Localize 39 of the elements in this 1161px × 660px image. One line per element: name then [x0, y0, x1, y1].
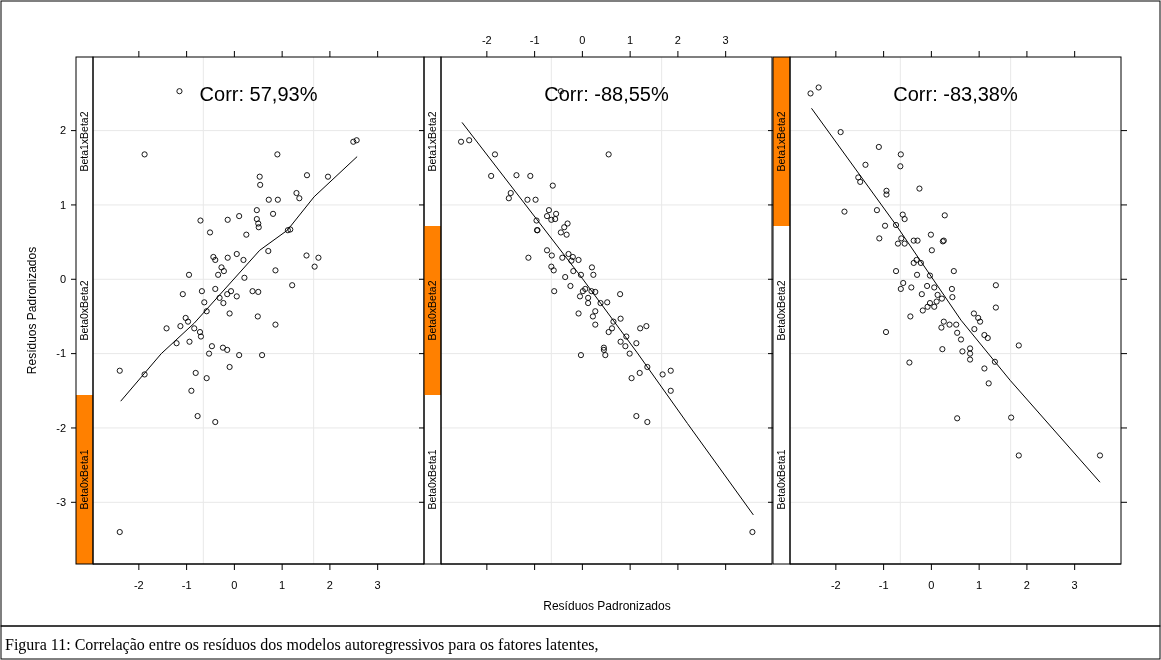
x-tick-label: 2 [326, 579, 333, 591]
x-tick-label: -2 [830, 579, 841, 591]
x-tick-label: -1 [181, 579, 192, 591]
x-tick-label: 0 [231, 579, 238, 591]
y-tick-label: -1 [56, 347, 66, 360]
x-axis-title: Resíduos Padronizados [543, 599, 671, 613]
text: Beta0xBeta1 [426, 449, 439, 510]
y-tick-label: 0 [59, 273, 66, 286]
text: Beta0xBeta1 [775, 449, 788, 510]
y-tick-label: -3 [56, 496, 66, 509]
x-tick-label: 3 [1071, 579, 1078, 591]
text: Beta1xBeta2 [775, 111, 788, 172]
text: Corr: -83,38% [893, 83, 1018, 105]
text: Beta0xBeta1 [78, 449, 91, 510]
x-tick-label: 0 [928, 579, 935, 591]
x-tick-label: 1 [279, 579, 286, 591]
x-tick-label: -1 [878, 579, 889, 591]
y-tick-label: 2 [59, 124, 66, 137]
text: Beta0xBeta2 [426, 280, 439, 341]
text: Beta1xBeta2 [78, 111, 91, 172]
text: Corr: -88,55% [544, 83, 669, 105]
text: Corr: 57,93% [199, 83, 318, 105]
text: Beta0xBeta2 [775, 280, 788, 341]
x-tick-label: 2 [674, 34, 681, 46]
x-tick-label: 1 [627, 34, 634, 46]
x-tick-label: -2 [481, 34, 492, 46]
x-tick-label: 3 [722, 34, 729, 46]
x-tick-label: -2 [133, 579, 144, 591]
y-tick-label: -2 [56, 421, 66, 434]
y-axis-title: Resíduos Padronizados [25, 246, 39, 375]
text: Figura 11: Correlação entre os resíduos dos modelos autoregressivos para os fatores latentes, [5, 636, 599, 654]
x-tick-label: -1 [529, 34, 540, 46]
text: Beta1xBeta2 [426, 111, 439, 172]
x-tick-label: 0 [579, 34, 586, 46]
x-tick-label: 3 [374, 579, 381, 591]
y-tick-label: 1 [59, 198, 66, 211]
text: Beta0xBeta2 [78, 280, 91, 341]
x-tick-label: 1 [976, 579, 983, 591]
x-tick-label: 2 [1023, 579, 1030, 591]
